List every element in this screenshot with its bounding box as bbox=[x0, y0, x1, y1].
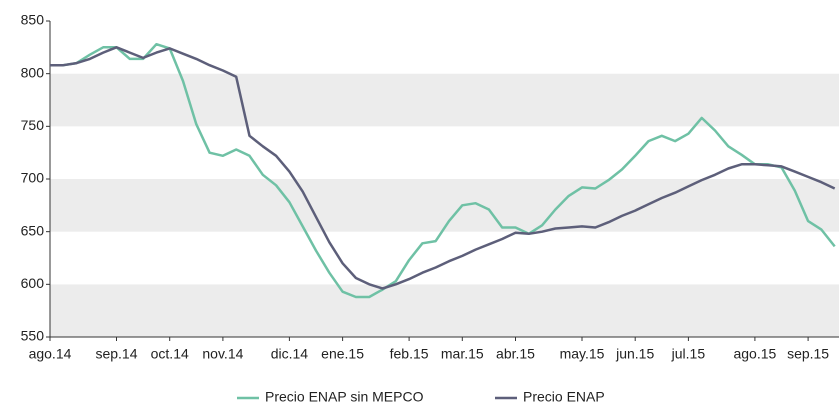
y-tick-label: 550 bbox=[21, 328, 45, 344]
legend-label: Precio ENAP bbox=[523, 389, 605, 405]
x-tick-label: ene.15 bbox=[321, 346, 364, 362]
x-tick-label: sep.14 bbox=[95, 346, 137, 362]
series-line bbox=[50, 42, 836, 299]
grid-band bbox=[50, 284, 839, 337]
x-tick-label: may.15 bbox=[560, 346, 605, 362]
y-tick-label: 800 bbox=[21, 64, 45, 80]
x-tick-label: feb.15 bbox=[390, 346, 429, 362]
x-tick-label: dic.14 bbox=[271, 346, 309, 362]
y-tick-label: 750 bbox=[21, 117, 45, 133]
y-tick-label: 700 bbox=[21, 170, 45, 186]
grid-band bbox=[50, 21, 839, 74]
y-tick-label: 650 bbox=[21, 222, 45, 238]
x-tick-label: jul.15 bbox=[671, 346, 706, 362]
legend-label: Precio ENAP sin MEPCO bbox=[265, 389, 424, 405]
x-tick-label: ago.14 bbox=[29, 346, 72, 362]
x-tick-label: jun.15 bbox=[615, 346, 654, 362]
grid-band bbox=[50, 126, 839, 179]
x-tick-label: ago.15 bbox=[733, 346, 776, 362]
series-line bbox=[50, 46, 836, 290]
grid-band bbox=[50, 179, 839, 232]
x-tick-label: sep.15 bbox=[787, 346, 829, 362]
x-tick-label: abr.15 bbox=[496, 346, 535, 362]
x-tick-label: nov.14 bbox=[202, 346, 243, 362]
y-tick-label: 850 bbox=[21, 12, 45, 28]
x-tick-label: mar.15 bbox=[441, 346, 484, 362]
y-tick-label: 600 bbox=[21, 275, 45, 291]
grid-band bbox=[50, 231, 839, 285]
x-tick-label: oct.14 bbox=[151, 346, 189, 362]
grid-band bbox=[50, 73, 839, 127]
